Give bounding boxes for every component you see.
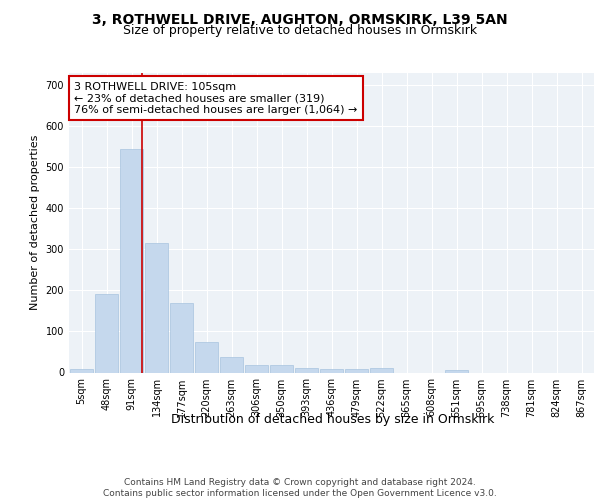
Bar <box>370 368 393 372</box>
Bar <box>145 243 168 372</box>
Bar <box>95 294 118 372</box>
Bar <box>245 365 268 372</box>
Text: Size of property relative to detached houses in Ormskirk: Size of property relative to detached ho… <box>123 24 477 37</box>
Bar <box>120 148 143 372</box>
Bar <box>445 370 468 372</box>
Bar <box>295 368 318 372</box>
Bar <box>345 369 368 372</box>
Text: Distribution of detached houses by size in Ormskirk: Distribution of detached houses by size … <box>172 412 494 426</box>
Bar <box>195 342 218 372</box>
Bar <box>220 357 243 372</box>
Bar <box>70 369 93 372</box>
Text: 3, ROTHWELL DRIVE, AUGHTON, ORMSKIRK, L39 5AN: 3, ROTHWELL DRIVE, AUGHTON, ORMSKIRK, L3… <box>92 12 508 26</box>
Text: 3 ROTHWELL DRIVE: 105sqm
← 23% of detached houses are smaller (319)
76% of semi-: 3 ROTHWELL DRIVE: 105sqm ← 23% of detach… <box>74 82 358 114</box>
Bar <box>270 365 293 372</box>
Y-axis label: Number of detached properties: Number of detached properties <box>30 135 40 310</box>
Bar <box>170 302 193 372</box>
Text: Contains HM Land Registry data © Crown copyright and database right 2024.
Contai: Contains HM Land Registry data © Crown c… <box>103 478 497 498</box>
Bar <box>320 369 343 372</box>
